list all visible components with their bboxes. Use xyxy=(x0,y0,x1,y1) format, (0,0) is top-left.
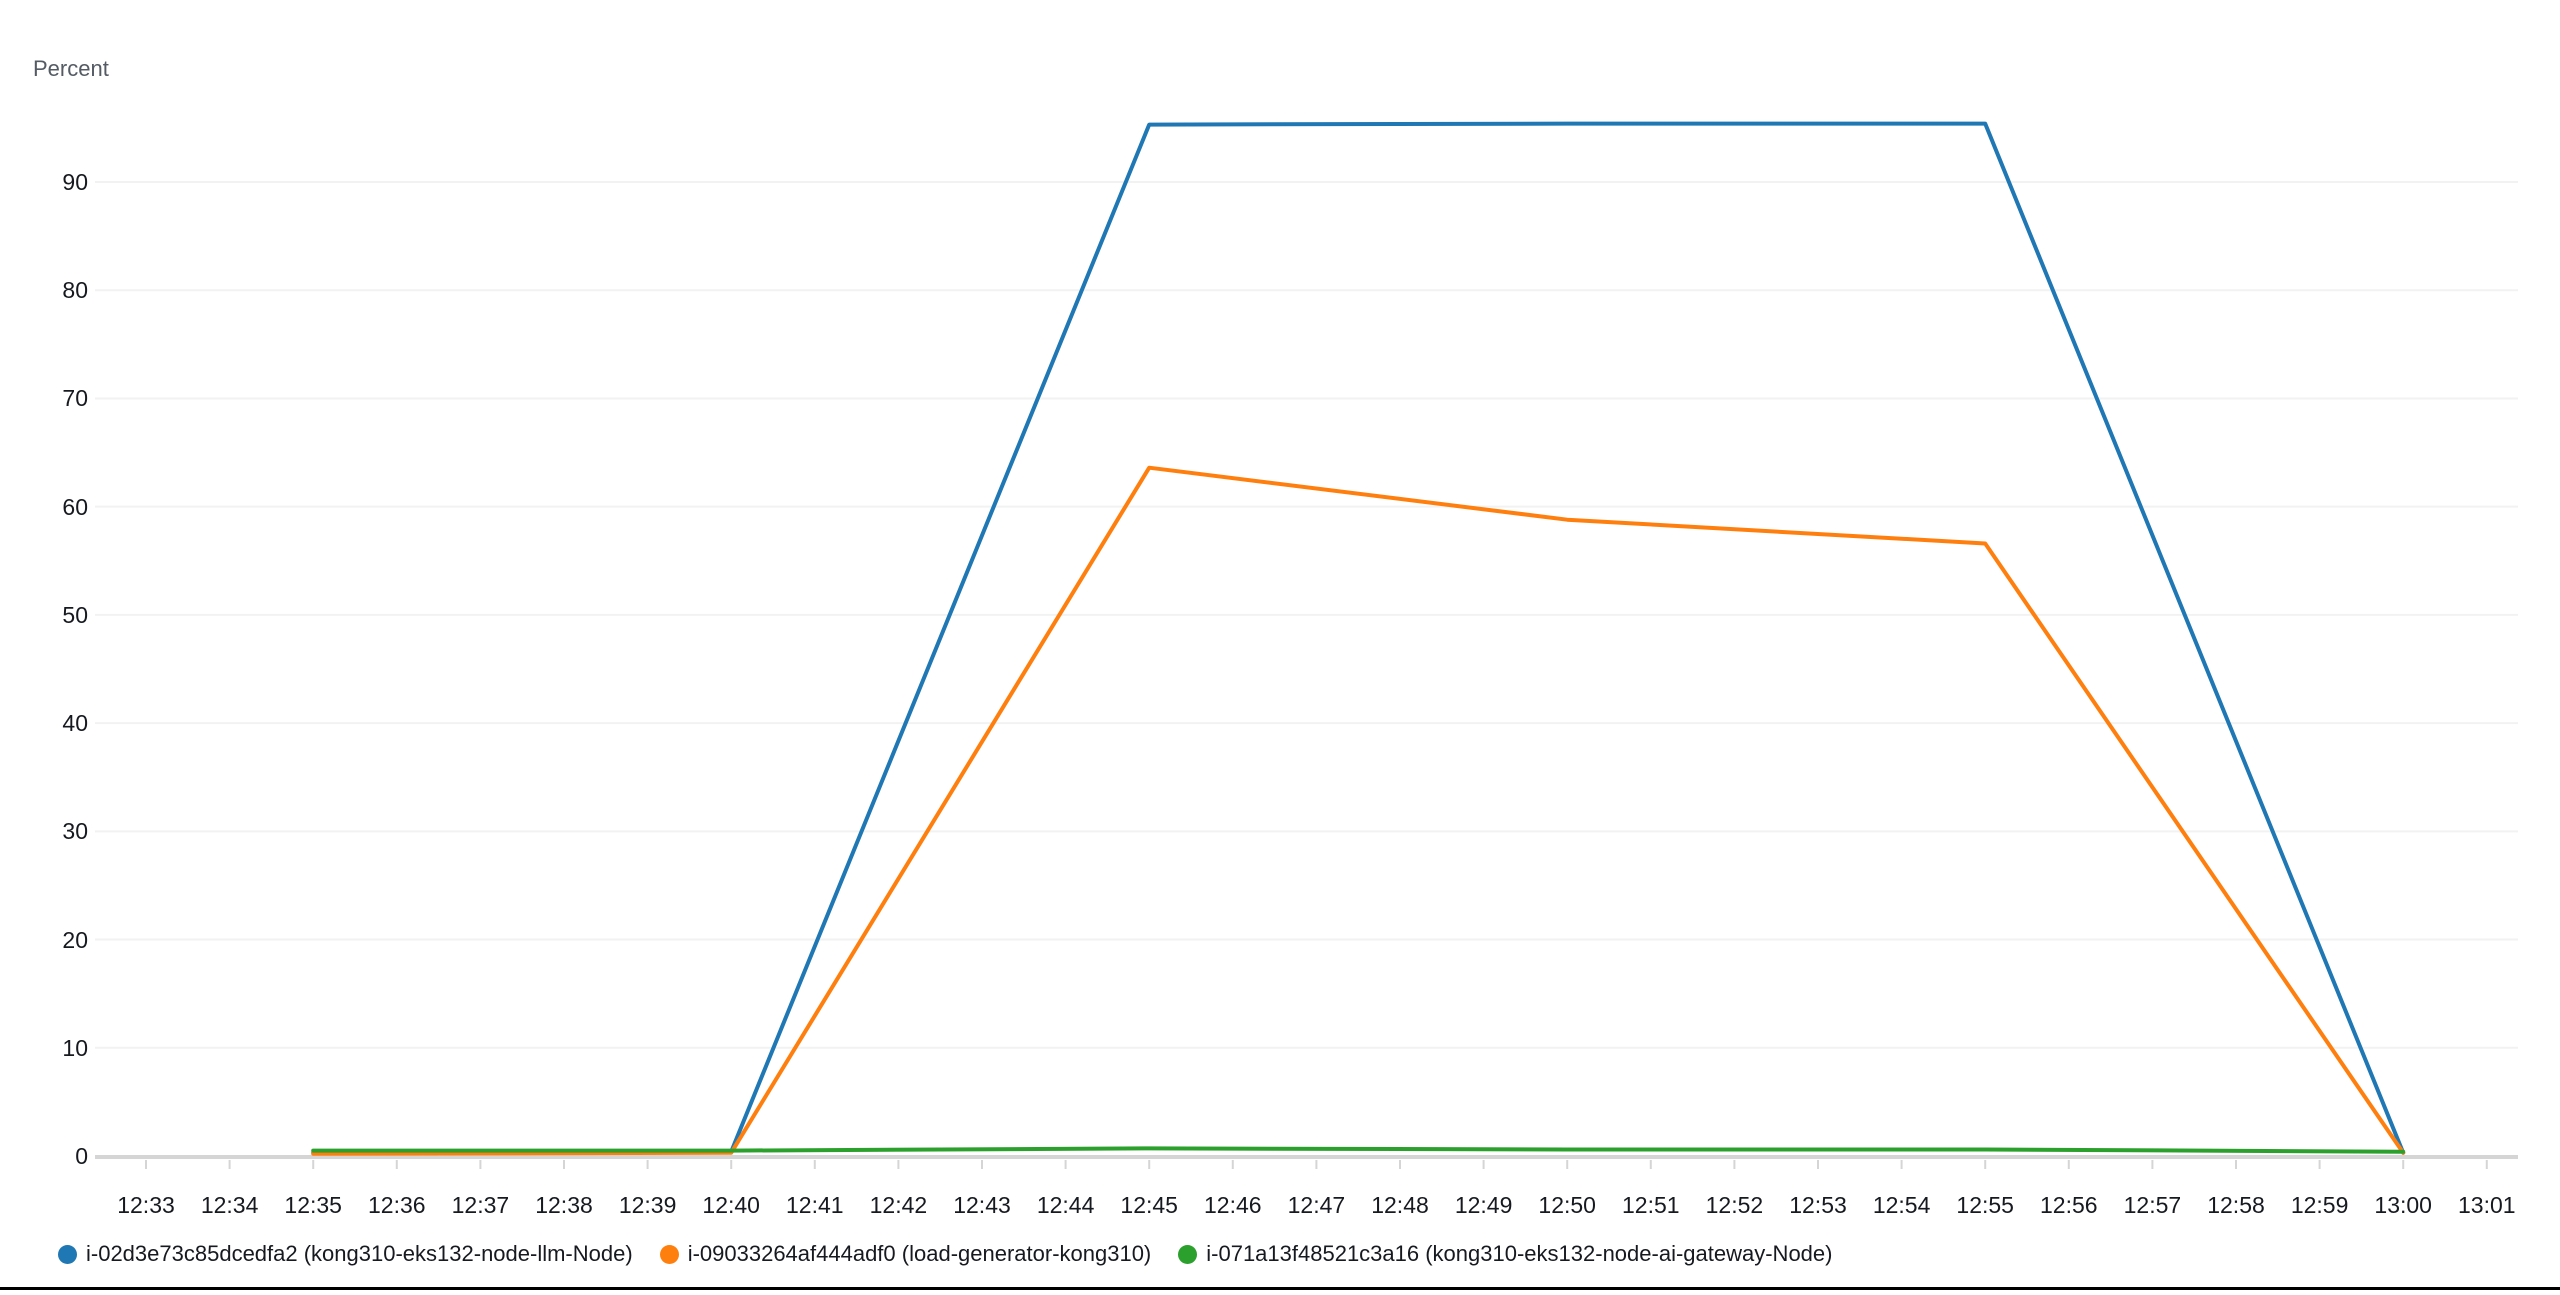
legend-color-dot xyxy=(58,1244,77,1264)
x-axis-tick-label: 12:47 xyxy=(1287,1192,1346,1218)
x-axis-tick-label: 12:49 xyxy=(1454,1192,1513,1218)
y-axis-tick-label-10: 10 xyxy=(62,1034,88,1061)
series-line-0[interactable] xyxy=(311,121,2406,1155)
x-axis-tick-label: 13:01 xyxy=(2458,1192,2516,1218)
x-axis-tick-label: 12:40 xyxy=(702,1192,760,1218)
series-line-2[interactable] xyxy=(311,1146,2406,1154)
x-axis-tick-label: 13:00 xyxy=(2374,1192,2432,1218)
y-axis-unit-label: Percent xyxy=(33,56,109,81)
x-axis-tick-label: 12:57 xyxy=(2123,1192,2182,1218)
y-axis-tick-label-20: 20 xyxy=(62,926,88,953)
legend-label: i-02d3e73c85dcedfa2 (kong310-eks132-node… xyxy=(86,1241,633,1266)
x-axis-tick-label: 12:45 xyxy=(1120,1192,1178,1218)
legend-label: i-09033264af444adf0 (load-generator-kong… xyxy=(687,1241,1152,1266)
x-axis-tick-label: 12:34 xyxy=(200,1192,259,1218)
x-axis-tick-label: 12:35 xyxy=(284,1192,342,1218)
legend-label: i-071a13f48521c3a16 (kong310-eks132-node… xyxy=(1206,1241,1833,1266)
series-line-1[interactable] xyxy=(311,465,2406,1156)
x-axis-tick-label: 12:41 xyxy=(786,1192,844,1218)
x-axis-tick-label: 12:54 xyxy=(1872,1192,1931,1218)
x-axis-tick-label: 12:51 xyxy=(1622,1192,1680,1218)
x-axis-tick-label: 12:50 xyxy=(1538,1192,1596,1218)
x-axis-tick-label: 12:33 xyxy=(117,1192,175,1218)
y-axis-tick-label-90: 90 xyxy=(62,169,88,195)
y-axis-tick-label-30: 30 xyxy=(62,818,88,845)
x-axis-tick-label: 12:43 xyxy=(953,1192,1011,1218)
x-axis-tick-label: 12:58 xyxy=(2207,1192,2265,1218)
y-axis-tick-label-70: 70 xyxy=(62,385,88,412)
y-axis-tick-label-80: 80 xyxy=(62,277,88,304)
x-axis-tick-label: 12:46 xyxy=(1204,1192,1262,1218)
window-bottom-border xyxy=(0,1287,2560,1290)
legend-color-dot xyxy=(659,1244,679,1264)
x-axis-tick-label: 12:53 xyxy=(1789,1192,1847,1218)
chart-legend: i-02d3e73c85dcedfa2 (kong310-eks132-node… xyxy=(58,1240,1832,1268)
x-axis-tick-label: 12:38 xyxy=(535,1192,593,1218)
legend-item-1[interactable]: i-09033264af444adf0 (load-generator-kong… xyxy=(659,1240,1152,1268)
x-axis-tick-label: 12:56 xyxy=(2040,1192,2098,1218)
y-axis-tick-label-60: 60 xyxy=(62,493,88,520)
x-axis-tick-label: 12:39 xyxy=(618,1192,677,1218)
legend-item-2[interactable]: i-071a13f48521c3a16 (kong310-eks132-node… xyxy=(1178,1240,1832,1268)
x-axis-tick-label: 12:55 xyxy=(1956,1192,2014,1218)
x-axis-tick-label: 12:44 xyxy=(1036,1192,1095,1218)
x-axis-tick-label: 12:36 xyxy=(368,1192,426,1218)
legend-item-0[interactable]: i-02d3e73c85dcedfa2 (kong310-eks132-node… xyxy=(58,1240,633,1268)
y-axis-tick-label-0: 0 xyxy=(75,1143,88,1169)
x-axis-tick-label: 12:48 xyxy=(1371,1192,1429,1218)
legend-color-dot xyxy=(1178,1244,1198,1264)
x-axis-tick-label: 12:42 xyxy=(869,1192,928,1218)
x-axis-tick-label: 12:59 xyxy=(2290,1192,2349,1218)
y-axis-tick-label-40: 40 xyxy=(62,710,88,737)
x-axis-tick-label: 12:52 xyxy=(1705,1192,1764,1218)
y-axis-tick-label-50: 50 xyxy=(62,601,88,628)
x-axis-tick-label: 12:37 xyxy=(451,1192,510,1218)
